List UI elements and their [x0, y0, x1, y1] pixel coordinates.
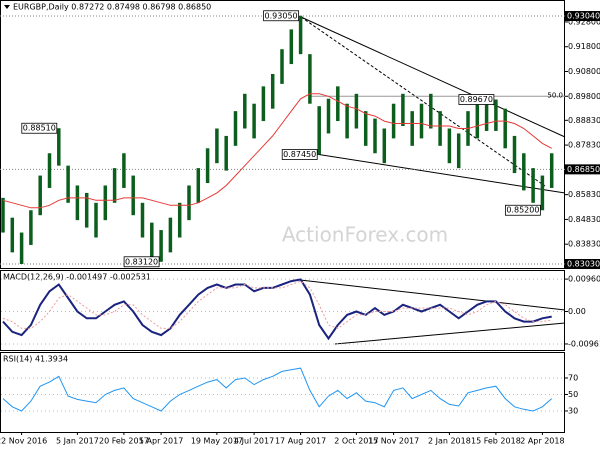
annotation-label: 0.89670 [460, 95, 493, 104]
series-line [2, 280, 552, 329]
macd-title: MACD(12,26,9) -0.001497 -0.002531 [3, 273, 151, 282]
trendline [300, 16, 566, 138]
annotation-box [458, 94, 495, 105]
x-tick-label: 15 Nov 2017 [368, 437, 419, 446]
trendline [289, 149, 566, 194]
annotation-box [263, 10, 300, 22]
x-tick-label: 2 Apr 2018 [520, 437, 564, 446]
x-tick-label: 5 Apr 2017 [139, 437, 183, 446]
y-tick-label: 0.88830 [568, 116, 600, 125]
price-marker-label: 0.83030 [567, 260, 600, 269]
annotation-label: 0.87450 [283, 150, 316, 159]
price-marker-box [565, 11, 600, 22]
header-icon [4, 5, 10, 9]
annotation-label: 0.88510 [23, 124, 56, 133]
y-tick-label: 0.85830 [568, 190, 600, 199]
y-tick-label: 0.00 [568, 307, 586, 316]
x-tick-label: 5 Jan 2017 [56, 437, 99, 446]
annotation-label: 0.83120 [125, 257, 158, 266]
y-tick-label: 0.90800 [568, 67, 600, 76]
y-tick-label: -0.00961 [568, 339, 600, 348]
chart-title: EURGBP,Daily 0.87272 0.87498 0.86798 0.8… [13, 3, 211, 12]
series-line [2, 278, 552, 341]
x-tick-label: 4 Jul 2017 [234, 437, 274, 446]
y-tick-label: 0.83830 [568, 240, 600, 249]
price-panel [0, 0, 565, 269]
trendline [299, 279, 566, 311]
x-tick-label: 2 Oct 2017 [334, 437, 378, 446]
series-line [2, 367, 553, 412]
y-tick-label: 50 [568, 390, 578, 399]
annotation-box [281, 149, 318, 160]
x-tick-label: 15 Feb 2018 [471, 437, 521, 446]
watermark: ActionForex.com [282, 223, 448, 247]
x-tick-label: 20 Feb 2017 [99, 437, 149, 446]
trendline [300, 16, 546, 187]
price-marker-label: 0.93040 [567, 12, 600, 21]
price-marker-box [565, 164, 600, 175]
annotation-label: 0.85200 [506, 206, 539, 215]
price-marker-label: 0.86850 [567, 165, 600, 174]
annotation-box [123, 256, 160, 268]
y-tick-label: 70 [568, 373, 578, 382]
y-tick-label: 0.91800 [568, 42, 600, 51]
y-tick-label: 0.92800 [568, 17, 600, 26]
y-tick-label: 0.009608 [568, 275, 600, 284]
annotation-box [21, 122, 58, 134]
x-tick-label: 22 Nov 2016 [0, 437, 47, 446]
moving-average [2, 93, 552, 209]
x-tick-label: 2 Jan 2018 [428, 437, 471, 446]
annotation-label: 0.93050 [265, 11, 298, 20]
annotation-box [504, 204, 541, 216]
y-tick-label: 0.89800 [568, 92, 600, 101]
trendline [334, 322, 566, 345]
y-tick-label: 0.87830 [568, 141, 600, 150]
rsi-title: RSI(14) 41.3934 [3, 355, 68, 364]
macd-panel [0, 270, 565, 351]
y-tick-label: 30 [568, 406, 578, 415]
fib-label: 50.0 [547, 91, 563, 99]
x-tick-label: 19 May 2017 [191, 437, 243, 446]
y-tick-label: 0.84830 [568, 215, 600, 224]
x-tick-label: 17 Aug 2017 [275, 437, 326, 446]
price-marker-box [565, 259, 600, 270]
rsi-panel [0, 352, 565, 433]
